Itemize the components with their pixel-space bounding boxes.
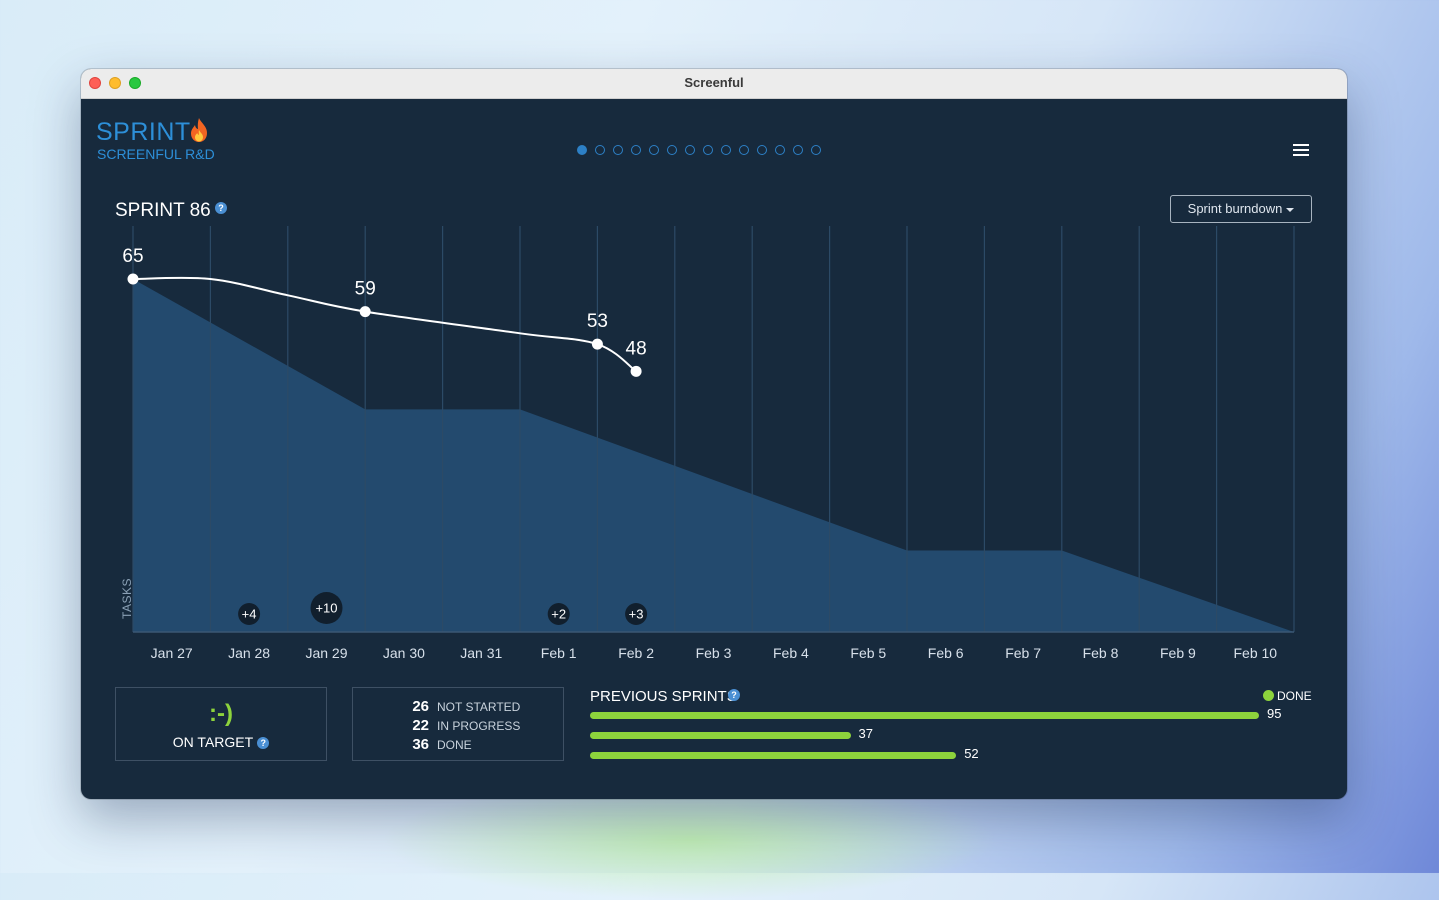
scope-change-label: +2: [551, 607, 566, 622]
status-panel: :-) ON TARGET?: [115, 687, 327, 761]
x-tick-label: Feb 7: [1005, 645, 1041, 661]
hamburger-menu-icon[interactable]: [1293, 144, 1309, 158]
page-dot[interactable]: [595, 145, 605, 155]
bar-fill: [590, 712, 1259, 719]
count-label: DONE: [437, 738, 472, 752]
page-dot[interactable]: [721, 145, 731, 155]
page-dot[interactable]: [649, 145, 659, 155]
bar-fill: [590, 752, 957, 759]
x-tick-label: Feb 3: [696, 645, 732, 661]
app-title: SPRINT: [96, 118, 191, 146]
x-tick-label: Jan 31: [460, 645, 502, 661]
scope-change-label: +3: [629, 607, 644, 622]
maximize-window-button[interactable]: [129, 77, 141, 89]
app-window: Screenful SPRINT SCREENFUL R&D SPRINT 86…: [81, 69, 1347, 799]
done-legend: DONE: [1263, 689, 1312, 703]
data-point-label: 59: [355, 279, 376, 300]
previous-sprints-help-icon[interactable]: ?: [728, 689, 740, 701]
team-name: SCREENFUL R&D: [97, 146, 215, 162]
previous-sprints-title: PREVIOUS SPRINTS: [590, 688, 737, 705]
scope-change-badge: [310, 592, 343, 624]
status-text: ON TARGET: [172, 734, 254, 750]
x-tick-label: Feb 9: [1160, 645, 1196, 661]
data-point-label: 53: [587, 311, 608, 332]
x-tick-label: Feb 2: [618, 645, 654, 661]
x-tick-label: Jan 29: [305, 645, 347, 661]
page-dot[interactable]: [667, 145, 677, 155]
page-dot[interactable]: [775, 145, 785, 155]
page-dot[interactable]: [703, 145, 713, 155]
bar-fill: [590, 732, 851, 739]
x-tick-label: Feb 10: [1234, 645, 1278, 661]
page-dot[interactable]: [811, 145, 821, 155]
page-dot[interactable]: [757, 145, 767, 155]
data-point: [127, 273, 139, 285]
status-help-icon[interactable]: ?: [257, 737, 270, 749]
page-dot[interactable]: [613, 145, 623, 155]
page-dot[interactable]: [631, 145, 641, 155]
count-row-done: 36 DONE: [353, 736, 563, 754]
bar-value: 52: [964, 746, 979, 761]
caret-down-icon: [1286, 207, 1295, 212]
chart-view-dropdown[interactable]: Sprint burndown: [1170, 195, 1312, 223]
count-label: NOT STARTED: [437, 700, 521, 714]
bar-value: 37: [858, 726, 874, 741]
count-row-not-started: 26 NOT STARTED: [353, 698, 563, 716]
y-axis-label: TASKS: [120, 578, 134, 619]
page-dot[interactable]: [577, 145, 587, 155]
status-label: ON TARGET?: [116, 734, 326, 750]
page-dot[interactable]: [685, 145, 695, 155]
x-tick-label: Jan 27: [151, 645, 193, 661]
data-point: [359, 306, 371, 318]
chart-title: SPRINT 86: [115, 200, 211, 221]
burndown-chart: Jan 27 Jan 28 Jan 29 Jan 30 Jan 31 Feb 1 Feb 2…: [120, 226, 1295, 661]
count-value: 36: [412, 736, 429, 753]
x-tick-label: Feb 1: [541, 645, 577, 661]
x-tick-label: Feb 5: [850, 645, 886, 661]
dashboard: SPRINT SCREENFUL R&D SPRINT 86 ? Sprint …: [81, 98, 1347, 799]
scope-change-badge: [238, 603, 261, 625]
flame-icon: [191, 118, 207, 142]
chart-help-icon[interactable]: ?: [215, 202, 227, 214]
x-tick-label: Feb 4: [773, 645, 809, 661]
data-point-label: 48: [626, 338, 647, 359]
x-tick-label: Feb 8: [1083, 645, 1119, 661]
scope-change-label: +10: [315, 601, 337, 616]
legend-label: DONE: [1277, 689, 1312, 703]
legend-dot-icon: [1263, 690, 1274, 701]
data-point: [591, 338, 603, 350]
x-tick-label: Feb 6: [928, 645, 964, 661]
bar-value: 95: [1267, 706, 1282, 721]
minimize-window-button[interactable]: [109, 77, 121, 89]
ideal-burndown-area: [133, 279, 1294, 632]
scope-change-badge: [625, 603, 648, 625]
page-indicator: [577, 145, 821, 155]
count-row-in-progress: 22 IN PROGRESS: [353, 717, 563, 735]
close-window-button[interactable]: [89, 77, 101, 89]
smiley-icon: :-): [209, 700, 233, 727]
title-bar: Screenful: [81, 69, 1347, 99]
scope-change-label: +4: [242, 607, 257, 622]
window-title: Screenful: [684, 75, 744, 90]
data-point-label: 65: [122, 246, 143, 267]
page-dot[interactable]: [739, 145, 749, 155]
count-value: 26: [412, 698, 429, 715]
x-tick-label: Jan 28: [228, 645, 270, 661]
chart-view-selected: Sprint burndown: [1187, 201, 1283, 216]
page-dot[interactable]: [793, 145, 803, 155]
x-tick-label: Jan 30: [383, 645, 425, 661]
count-value: 22: [412, 717, 429, 734]
count-label: IN PROGRESS: [437, 719, 521, 733]
data-point: [630, 365, 642, 377]
task-counts-panel: 26 NOT STARTED 22 IN PROGRESS 36 DONE: [352, 687, 564, 761]
scope-change-badge: [547, 603, 570, 625]
